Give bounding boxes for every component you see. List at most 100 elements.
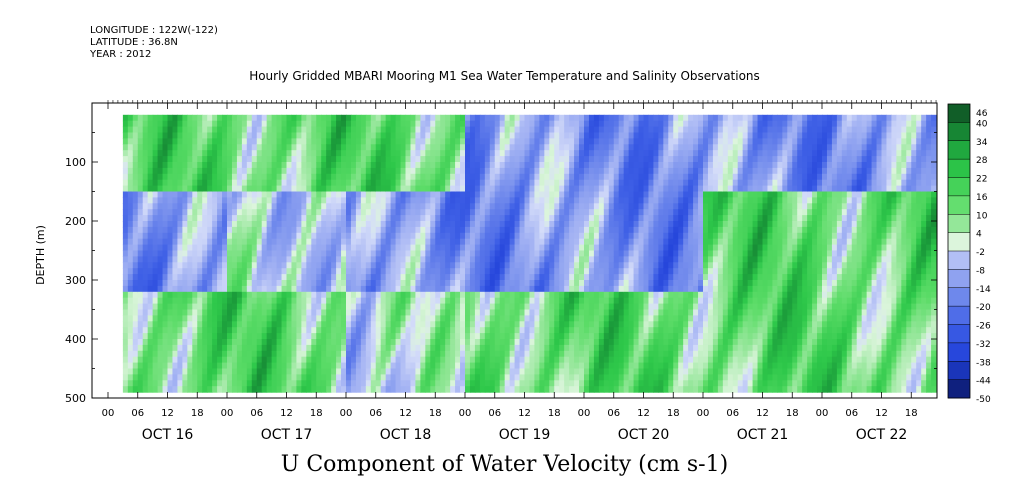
heatmap-cell [564, 179, 570, 187]
heatmap-cell [405, 126, 412, 134]
heatmap-cell [336, 232, 342, 240]
heatmap-cell [177, 368, 183, 375]
heatmap-cell [469, 215, 476, 222]
heatmap-cell [613, 274, 620, 281]
heatmap-cell [122, 374, 129, 381]
heatmap-cell [400, 238, 407, 246]
heatmap-cell [469, 262, 476, 269]
heatmap-cell [182, 132, 188, 139]
heatmap-cell [236, 221, 243, 228]
heatmap-cell [608, 315, 615, 322]
heatmap-cell [187, 185, 193, 193]
heatmap-cell [569, 333, 575, 340]
heatmap-cell [261, 197, 268, 204]
heatmap-cell [192, 150, 198, 157]
heatmap-cell [390, 380, 397, 387]
heatmap-cell [430, 162, 436, 169]
heatmap-cell [276, 244, 283, 252]
heatmap-cell [122, 244, 129, 252]
heatmap-cell [574, 327, 580, 334]
heatmap-cell [246, 215, 253, 222]
heatmap-cell [514, 162, 521, 169]
heatmap-cell [331, 339, 337, 346]
heatmap-cell [465, 173, 471, 181]
heatmap-cell [212, 380, 218, 387]
heatmap-cell [375, 209, 382, 216]
heatmap-cell [395, 120, 402, 128]
heatmap-cell [484, 150, 491, 157]
heatmap-cell [638, 386, 645, 393]
heatmap-cell [256, 173, 263, 181]
heatmap-cell [469, 167, 476, 175]
heatmap-cell [544, 327, 550, 334]
heatmap-cell [529, 203, 536, 210]
heatmap-cell [261, 339, 268, 346]
heatmap-cell [608, 232, 615, 240]
heatmap-cell [608, 303, 615, 311]
heatmap-cell [509, 156, 516, 163]
heatmap-cell [504, 156, 511, 163]
heatmap-cell [484, 333, 491, 340]
heatmap-cell [251, 221, 258, 228]
heatmap-cell [162, 138, 169, 145]
heatmap-cell [207, 344, 213, 352]
heatmap-cell [534, 280, 540, 287]
heatmap-cell [152, 250, 159, 257]
heatmap-cell [291, 185, 298, 193]
heatmap-cell [489, 368, 496, 375]
heatmap-cell [559, 368, 565, 375]
heatmap-cell [623, 315, 630, 322]
heatmap-cell [331, 380, 337, 387]
heatmap-cell [276, 309, 283, 316]
heatmap-cell [350, 244, 357, 252]
heatmap-cell [355, 374, 362, 381]
heatmap-cell [301, 350, 307, 358]
heatmap-cell [261, 144, 268, 151]
heatmap-cell [514, 291, 521, 299]
heatmap-cell [435, 114, 441, 122]
heatmap-cell [157, 309, 164, 316]
heatmap-cell [559, 285, 565, 293]
heatmap-cell [271, 362, 278, 370]
heatmap-cell [360, 162, 367, 169]
heatmap-cell [261, 374, 268, 381]
heatmap-cell [217, 215, 223, 222]
heatmap-cell [336, 197, 342, 204]
heatmap-cell [350, 291, 357, 299]
heatmap-cell [564, 262, 570, 269]
heatmap-cell [445, 126, 451, 134]
heatmap-cell [172, 380, 179, 387]
heatmap-cell [301, 297, 307, 305]
heatmap-cell [544, 197, 550, 204]
heatmap-cell [152, 291, 159, 299]
heatmap-cell [474, 156, 481, 163]
heatmap-cell [162, 303, 169, 311]
heatmap-cell [539, 215, 545, 222]
heatmap-cell [549, 327, 555, 334]
heatmap-cell [202, 221, 208, 228]
heatmap-cell [172, 167, 179, 175]
heatmap-cell [306, 285, 312, 293]
heatmap-cell [271, 303, 278, 311]
heatmap-cell [420, 327, 426, 334]
heatmap-cell [390, 138, 397, 145]
heatmap-cell [474, 368, 481, 375]
heatmap-cell [212, 226, 218, 234]
heatmap-cell [539, 285, 545, 293]
heatmap-cell [336, 138, 342, 145]
heatmap-cell [628, 368, 635, 375]
heatmap-cell [484, 173, 491, 181]
heatmap-cell [544, 291, 550, 299]
heatmap-cell [400, 297, 407, 305]
heatmap-cell [455, 368, 461, 375]
heatmap-cell [271, 368, 278, 375]
heatmap-cell [608, 327, 615, 334]
heatmap-cell [484, 156, 491, 163]
heatmap-cell [574, 132, 580, 139]
heatmap-cell [524, 285, 531, 293]
heatmap-cell [167, 132, 174, 139]
heatmap-cell [207, 132, 213, 139]
heatmap-cell [341, 285, 347, 293]
heatmap-cell [460, 321, 466, 328]
heatmap-cell [380, 156, 387, 163]
